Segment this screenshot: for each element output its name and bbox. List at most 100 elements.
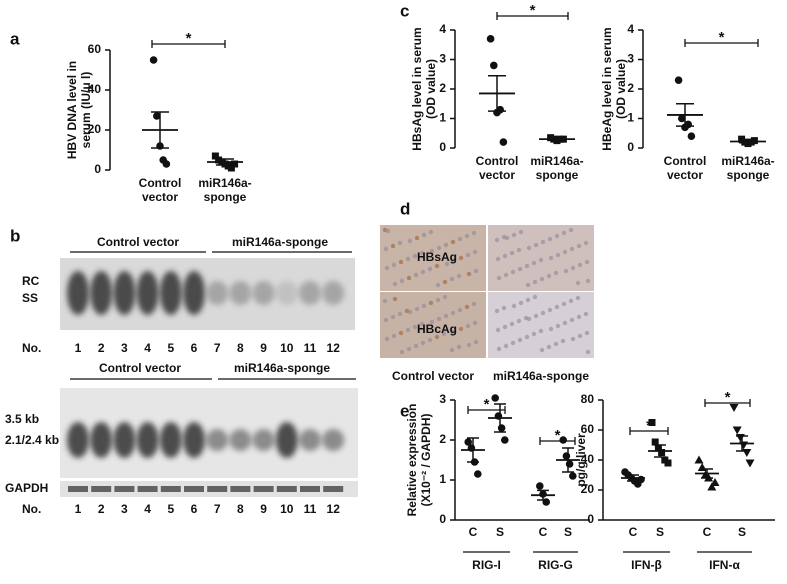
ihc-cell [391,262,397,268]
ihc-cell [531,331,537,337]
point [536,482,544,490]
ihc-cell [406,346,412,352]
ihc-cell [441,331,447,337]
point [490,61,498,70]
y-tick-label: 2 [627,81,634,95]
ihc-cell [548,255,554,261]
blot-band [276,486,297,492]
ihc-cell [392,281,398,287]
point [499,138,508,146]
panel-label: b [10,226,20,245]
point [732,426,742,435]
blot-band [207,486,228,492]
ihc-cell [526,245,532,251]
y-axis-label: pg/g liver [574,433,588,487]
ihc-cell [526,316,532,322]
ihc-cell [464,304,470,310]
ihc-cell [504,235,510,241]
ihc-cell [532,279,538,285]
group-label: IFN-α [709,558,740,572]
ihc-cell [496,275,502,281]
ihc-cell [570,265,576,271]
ihc-cell [412,253,418,259]
blot-band [159,422,182,458]
ihc-cell [419,250,425,256]
lane-number: 7 [214,502,221,516]
y-tick-label: 2 [439,81,446,95]
point [231,160,239,168]
ihc-cell [510,340,516,346]
y-tick-label: 40 [88,82,102,96]
blot-band [114,486,135,492]
panel-label: e [400,401,409,420]
ihc-cell [436,245,442,251]
y-axis-label: (X10⁻² / GAPDH) [419,413,433,506]
y-tick-label: 1 [439,472,446,486]
ihc-cell [569,246,575,252]
lane-number: 3 [121,502,128,516]
x-tick-label: Control vector [475,154,519,182]
ihc-cell [449,347,455,353]
significance-label: * [725,389,731,406]
x-tick-label: miR146a-sponge [198,176,252,204]
ihc-cell [449,276,455,282]
point [658,449,666,456]
point [491,394,500,402]
lane-number: 4 [144,502,151,516]
ihc-cell [421,303,427,309]
ihc-cell [450,310,456,316]
blot-band [136,271,159,315]
blot-band [206,429,229,451]
group-label: RIG-I [472,558,501,572]
ihc-cell [407,238,413,244]
significance-label: * [484,396,490,413]
ihc-cell [568,298,574,304]
point [153,112,161,120]
blot-band [183,271,205,315]
ihc-cell [555,252,561,258]
y-tick-label: 40 [581,452,595,466]
point [486,35,495,43]
ihc-cell [419,321,425,327]
point [687,132,696,140]
group-label: Control vector [99,361,181,375]
ihc-cell [442,294,448,300]
group-label: Control vector [97,235,179,249]
point [745,459,755,468]
ihc-cell [524,263,530,269]
ihc-cell [561,301,567,307]
blot-band [160,486,181,492]
significance-label: * [530,2,536,19]
blot-band [183,422,205,458]
ihc-cell [413,272,419,278]
point [697,463,707,471]
ihc-cell [420,340,426,346]
ihc-cell [458,326,464,332]
y-tick-label: 4 [627,22,634,36]
blot-band [137,486,158,492]
ihc-cell [516,247,522,253]
point [648,419,656,426]
x-tick-label: C [539,525,548,539]
ihc-cell [532,294,538,300]
ihc-cell [429,319,435,325]
blot-band [299,281,321,305]
blot-band [275,422,298,458]
lane-number: 2 [98,502,105,516]
y-axis-label: (OD value) [424,59,438,119]
lane-number: 10 [280,502,294,516]
group-label: miR146a-sponge [234,361,330,375]
ihc-cell [583,311,589,317]
y-tick-label: 60 [88,42,102,56]
x-tick-label: C [629,525,638,539]
ihc-cell [383,246,389,252]
ihc-cell [383,317,389,323]
ihc-cell [583,240,589,246]
y-tick-label: 0 [439,512,446,526]
x-tick-label: S [738,525,746,539]
ihc-cell [458,255,464,261]
lane-header: No. [22,341,41,355]
blot-band [113,422,136,458]
ihc-cell [429,248,435,254]
ihc-cell [443,242,449,248]
